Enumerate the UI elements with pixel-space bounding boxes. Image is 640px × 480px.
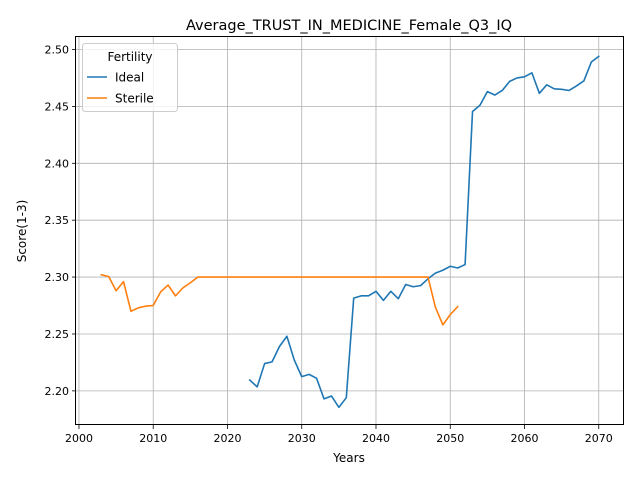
y-tick-label: 2.30 <box>45 271 70 284</box>
x-tick-label: 2030 <box>288 432 316 445</box>
y-tick-label: 2.40 <box>45 157 70 170</box>
legend-label-sterile: Sterile <box>115 92 154 106</box>
y-axis-label: Score(1-3) <box>15 200 29 263</box>
legend-label-ideal: Ideal <box>115 71 144 85</box>
x-tick-label: 2010 <box>139 432 167 445</box>
y-tick-label: 2.35 <box>45 214 70 227</box>
y-tick-label: 2.20 <box>45 385 70 398</box>
x-tick-label: 2060 <box>510 432 538 445</box>
chart-title: Average_TRUST_IN_MEDICINE_Female_Q3_IQ <box>186 18 512 34</box>
x-tick-label: 2040 <box>362 432 390 445</box>
x-tick-label: 2070 <box>585 432 613 445</box>
legend: Fertility Ideal Sterile <box>83 44 178 112</box>
x-tick-label: 2050 <box>436 432 464 445</box>
legend-title: Fertility <box>107 50 152 64</box>
y-tick-label: 2.45 <box>45 100 70 113</box>
x-axis-label: Years <box>332 451 365 465</box>
x-tick-label: 2020 <box>213 432 241 445</box>
y-tick-label: 2.25 <box>45 328 70 341</box>
x-tick-label: 2000 <box>65 432 93 445</box>
y-tick-label: 2.50 <box>45 44 70 57</box>
